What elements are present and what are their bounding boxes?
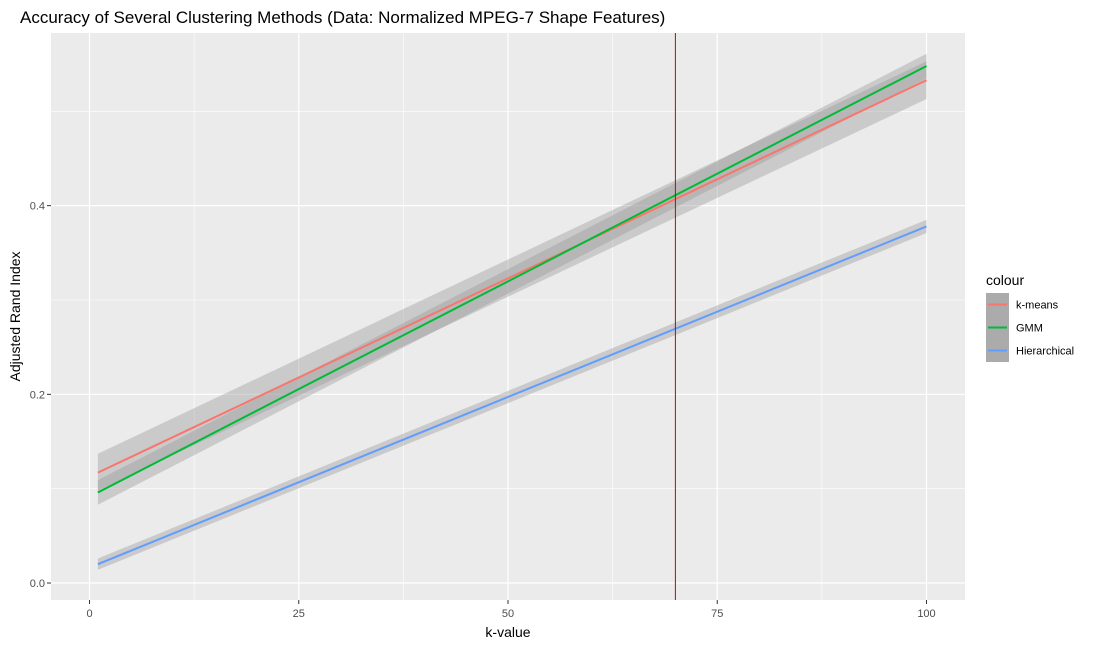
x-tick-label: 50: [502, 608, 514, 620]
grid-major: [51, 33, 965, 600]
x-tick-label: 100: [917, 608, 935, 620]
legend-label-gmm: GMM: [1016, 323, 1043, 335]
series-lines: [97, 65, 927, 566]
legend: colour k-means GMM Hierarchical: [986, 272, 1074, 362]
x-tick-label: 0: [86, 608, 92, 620]
y-tick-label: 0.2: [30, 389, 45, 401]
y-axis-title: Adjusted Rand Index: [7, 252, 23, 382]
y-axis: 0.0 0.2 0.4: [30, 201, 51, 590]
y-tick-label: 0.4: [30, 201, 45, 213]
x-axis-title: k-value: [485, 624, 530, 640]
line-gmm: [97, 65, 927, 494]
x-tick-label: 25: [293, 608, 305, 620]
line-k-means: [97, 79, 927, 474]
legend-label-hierarchical: Hierarchical: [1016, 346, 1074, 358]
line-hierarchical: [97, 225, 927, 566]
chart-title: Accuracy of Several Clustering Methods (…: [20, 8, 665, 27]
legend-label-k-means: k-means: [1016, 300, 1059, 312]
legend-title: colour: [986, 272, 1024, 288]
x-axis: 0 25 50 75 100: [86, 600, 936, 620]
x-tick-label: 75: [711, 608, 723, 620]
y-tick-label: 0.0: [30, 578, 45, 590]
